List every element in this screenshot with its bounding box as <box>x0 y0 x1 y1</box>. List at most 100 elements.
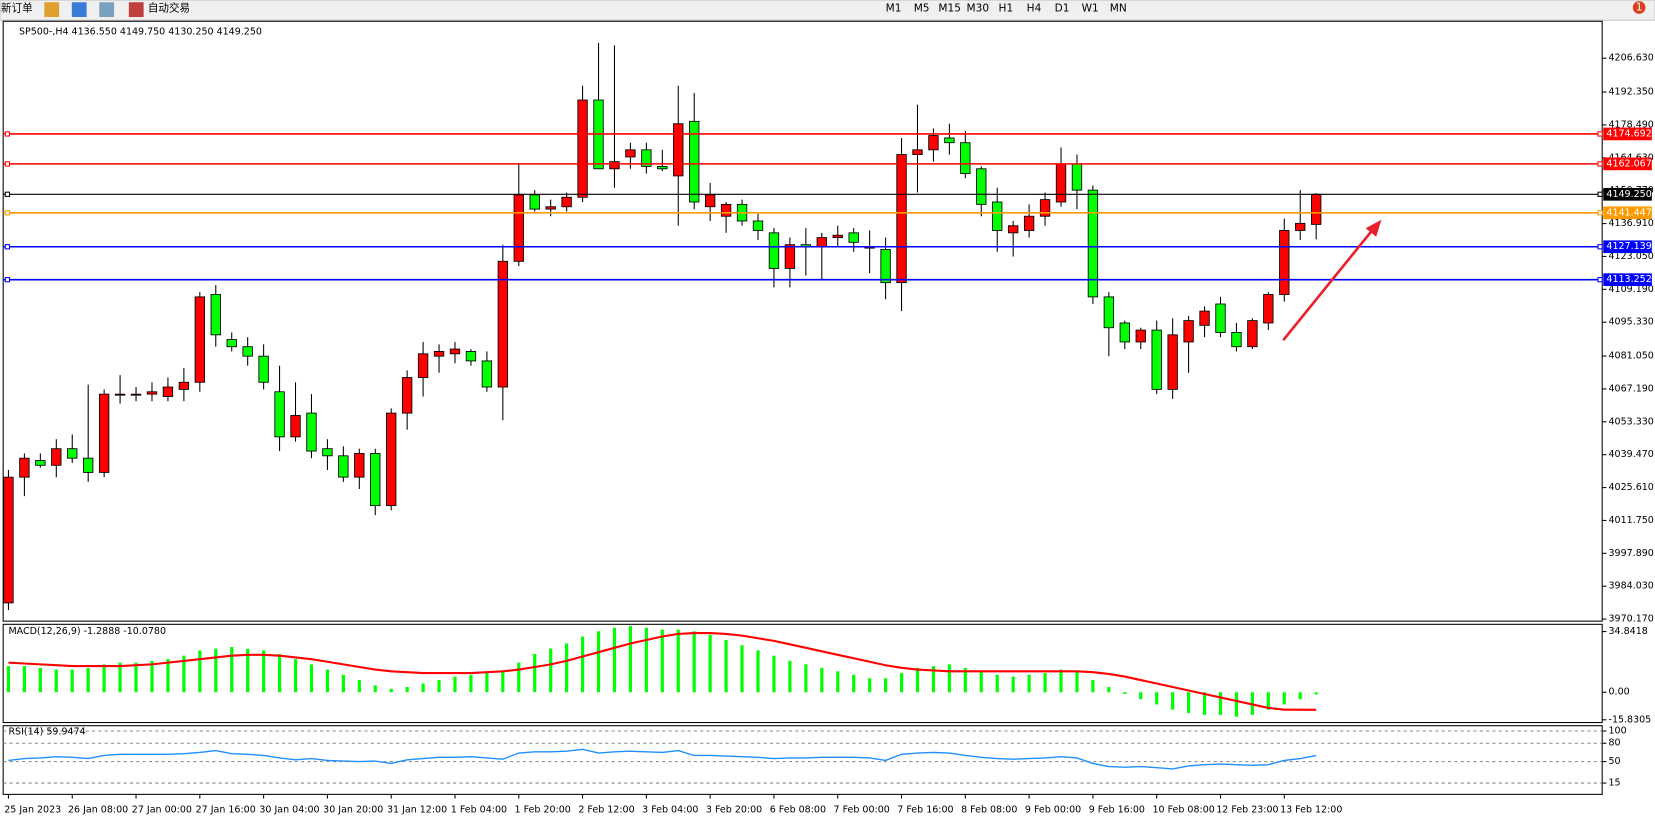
candle-body <box>290 415 301 438</box>
histogram-bar <box>198 650 202 693</box>
timeframe-button[interactable]: H1 <box>999 3 1014 15</box>
candle-body <box>1151 329 1162 390</box>
level-handle <box>1597 244 1603 250</box>
y-tick-label: 80 <box>1609 738 1621 749</box>
candle-body <box>1295 222 1306 231</box>
badge[interactable] <box>1632 1 1646 14</box>
timeframe-button[interactable]: H4 <box>1027 3 1042 15</box>
level-handle <box>1597 191 1603 197</box>
histogram-bar <box>915 667 920 693</box>
histogram-bar <box>1171 692 1175 710</box>
candle-body <box>928 135 939 151</box>
candle-body <box>752 220 764 231</box>
candle-body <box>465 351 477 362</box>
histogram-bar <box>1155 692 1159 705</box>
new-order-button[interactable]: 新订单 <box>1 2 33 15</box>
y-tick-label: 3984.030 <box>1609 581 1654 592</box>
candle-body <box>848 232 859 243</box>
y-tick-label: 50 <box>1609 756 1621 767</box>
histogram-bar <box>1187 692 1191 714</box>
histogram-bar <box>293 659 298 693</box>
icon[interactable] <box>44 2 60 18</box>
candle-body <box>1311 193 1322 225</box>
histogram-bar <box>38 667 42 693</box>
candle-body <box>896 154 907 284</box>
level-label-bg <box>1603 273 1652 287</box>
y-tick-label: 4192.350 <box>1609 87 1654 98</box>
level-label-bg <box>1603 157 1652 171</box>
candle-body <box>386 412 397 507</box>
candle-body <box>274 391 285 438</box>
candle-body <box>720 203 732 217</box>
histogram-bar <box>1314 692 1318 695</box>
histogram-bar <box>389 688 393 693</box>
x-tick-label: 9 Feb 00:00 <box>1025 805 1081 816</box>
level-handle <box>4 191 11 197</box>
timeframe-button[interactable]: M30 <box>967 3 990 15</box>
histogram-bar <box>166 659 170 693</box>
level-label: 4149.250 <box>1606 189 1651 200</box>
toolbar-bg <box>0 0 1655 21</box>
icon[interactable] <box>71 2 87 18</box>
candle-body <box>1167 334 1178 390</box>
candle-body <box>704 194 716 208</box>
y-tick-label: 4109.190 <box>1609 284 1654 295</box>
histogram-bar <box>134 662 138 693</box>
histogram-bar <box>644 627 648 693</box>
rsi-pane <box>2 725 1603 795</box>
level-label: 4174.692 <box>1606 128 1651 139</box>
icon[interactable] <box>99 2 115 18</box>
candle-body <box>1103 296 1115 329</box>
candle-body <box>1039 199 1051 217</box>
histogram-bar <box>341 674 345 693</box>
candle-body <box>226 339 237 348</box>
candle-body <box>1135 329 1146 343</box>
x-tick-label: 1 Feb 04:00 <box>451 805 507 816</box>
timeframe-button[interactable]: M15 <box>938 3 961 15</box>
macd-title: MACD(12,26,9) -1.2888 -10.0780 <box>8 626 166 637</box>
y-tick-label: 4136.910 <box>1609 218 1654 229</box>
histogram-bar <box>118 662 122 693</box>
histogram-bar <box>214 648 218 693</box>
histogram-bar <box>692 631 696 693</box>
level-handle <box>4 210 11 216</box>
x-tick-label: 8 Feb 08:00 <box>961 805 1017 816</box>
candle-body <box>258 355 269 383</box>
y-tick-label: 34.8418 <box>1609 626 1648 637</box>
histogram-bar <box>1091 680 1095 693</box>
candle-body <box>19 457 30 478</box>
y-tick-label: 15 <box>1609 778 1621 789</box>
candle-body <box>976 168 987 205</box>
candle-body <box>194 296 206 383</box>
histogram-bar <box>357 680 361 693</box>
candle-body <box>529 194 540 210</box>
histogram-bar <box>1075 671 1079 693</box>
histogram-bar <box>899 673 904 693</box>
candle-body <box>960 142 971 174</box>
histogram-bar <box>421 683 425 693</box>
histogram-bar <box>150 660 154 693</box>
rsi-title: RSI(14) 59.9474 <box>8 727 85 738</box>
histogram-bar <box>22 666 26 693</box>
candle-body <box>242 346 253 357</box>
candle-body <box>3 476 14 604</box>
auto-trading-button[interactable]: 自动交易 <box>148 2 190 15</box>
arrow-head <box>1365 219 1382 237</box>
candle-body <box>322 448 333 457</box>
timeframe-button[interactable]: M5 <box>914 3 930 15</box>
timeframe-button[interactable]: MN <box>1110 3 1127 15</box>
timeframe-button[interactable]: W1 <box>1082 3 1099 15</box>
y-tick-label: -15.8305 <box>1609 714 1652 725</box>
macd-pane <box>2 623 1603 724</box>
timeframe-button[interactable]: D1 <box>1055 3 1070 15</box>
timeframe-button[interactable]: M1 <box>886 3 902 15</box>
icon[interactable] <box>128 2 144 18</box>
candle-body <box>162 386 174 397</box>
level-label-bg <box>1603 240 1652 254</box>
histogram-bar <box>931 666 936 693</box>
histogram-bar <box>884 678 888 693</box>
level-handle <box>4 131 11 137</box>
y-tick-label: 4053.330 <box>1609 416 1654 427</box>
candle-body <box>98 393 110 473</box>
histogram-bar <box>246 648 250 693</box>
